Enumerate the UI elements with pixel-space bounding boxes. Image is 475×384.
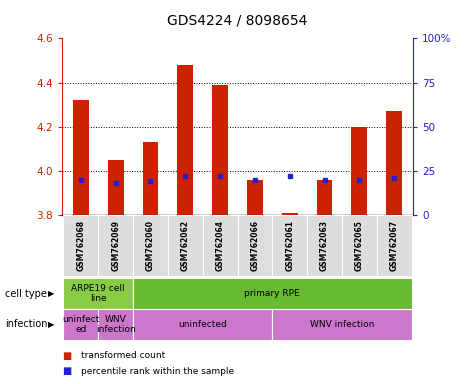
Text: infection: infection	[5, 319, 47, 329]
Bar	[212, 85, 228, 215]
Bar	[64, 309, 98, 340]
Text: GSM762065: GSM762065	[355, 220, 364, 271]
Text: GSM762060: GSM762060	[146, 220, 155, 271]
Bar	[73, 100, 89, 215]
Bar	[272, 309, 411, 340]
Text: ▶: ▶	[48, 289, 55, 298]
Bar	[317, 180, 332, 215]
Bar	[307, 215, 342, 276]
Text: GSM762068: GSM762068	[76, 220, 86, 271]
Bar	[133, 215, 168, 276]
Bar	[98, 309, 133, 340]
Bar	[247, 180, 263, 215]
Text: GSM762062: GSM762062	[181, 220, 190, 271]
Text: ■: ■	[62, 351, 71, 361]
Text: primary RPE: primary RPE	[245, 289, 300, 298]
Bar	[108, 160, 124, 215]
Text: ARPE19 cell
line: ARPE19 cell line	[71, 284, 125, 303]
Bar	[342, 215, 377, 276]
Bar	[142, 142, 158, 215]
Bar	[133, 309, 272, 340]
Bar	[272, 215, 307, 276]
Text: WNV
infection: WNV infection	[96, 315, 135, 334]
Text: uninfect
ed: uninfect ed	[62, 315, 100, 334]
Text: uninfected: uninfected	[178, 320, 227, 329]
Bar	[282, 213, 297, 215]
Bar	[133, 278, 411, 309]
Bar	[64, 278, 133, 309]
Bar	[178, 65, 193, 215]
Bar	[98, 215, 133, 276]
Text: WNV infection: WNV infection	[310, 320, 374, 329]
Text: transformed count: transformed count	[81, 351, 165, 361]
Text: GSM762064: GSM762064	[216, 220, 225, 271]
Text: cell type: cell type	[5, 289, 47, 299]
Bar	[168, 215, 203, 276]
Text: ■: ■	[62, 366, 71, 376]
Bar	[377, 215, 411, 276]
Text: GSM762066: GSM762066	[250, 220, 259, 271]
Text: GSM762067: GSM762067	[390, 220, 399, 271]
Bar	[238, 215, 272, 276]
Bar	[64, 215, 98, 276]
Bar	[352, 127, 367, 215]
Text: ▶: ▶	[48, 320, 55, 329]
Text: percentile rank within the sample: percentile rank within the sample	[81, 367, 234, 376]
Bar	[386, 111, 402, 215]
Bar	[203, 215, 238, 276]
Text: GDS4224 / 8098654: GDS4224 / 8098654	[167, 13, 308, 27]
Text: GSM762069: GSM762069	[111, 220, 120, 271]
Text: GSM762063: GSM762063	[320, 220, 329, 271]
Text: GSM762061: GSM762061	[285, 220, 294, 271]
